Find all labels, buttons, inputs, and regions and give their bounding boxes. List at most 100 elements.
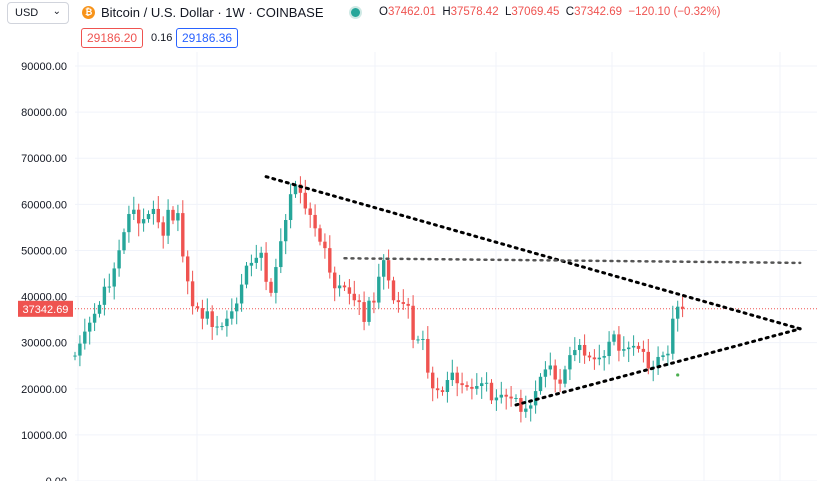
candle-body: [259, 252, 263, 258]
candle-body: [391, 280, 396, 301]
candle-body: [524, 408, 528, 412]
candle-body: [298, 184, 303, 193]
candle-body: [88, 322, 92, 332]
candle-body: [200, 308, 205, 319]
candle-body: [646, 351, 650, 369]
candle-body: [543, 369, 548, 377]
candle-body: [215, 326, 219, 328]
candle-body: [239, 284, 244, 304]
candle-body: [186, 256, 190, 282]
candle-body: [386, 260, 391, 281]
candle-body: [318, 228, 322, 242]
candle-body: [617, 334, 621, 351]
candle-body: [254, 257, 258, 263]
candle-body: [382, 260, 386, 277]
candle-body: [440, 390, 445, 393]
candle-body: [333, 272, 337, 289]
candle-body: [426, 338, 430, 373]
candle-body: [205, 311, 209, 319]
candle-body: [455, 372, 459, 384]
candle-body: [161, 222, 165, 236]
candle-body: [666, 353, 670, 356]
sell-button[interactable]: 29186.20: [81, 28, 144, 48]
candle-body: [171, 209, 175, 221]
candle-body: [122, 232, 126, 251]
candle-body: [475, 386, 479, 389]
y-tick-label: 20000.00: [21, 384, 67, 396]
buy-button[interactable]: 29186.36: [176, 28, 239, 48]
ohlc-legend: O37462.01 H37578.42 L37069.45 C37342.69 …: [379, 6, 721, 18]
currency-select[interactable]: USD ⌄: [7, 2, 69, 24]
candle-body: [328, 248, 332, 273]
candle-body: [337, 285, 342, 289]
candle-body: [107, 286, 111, 288]
candle-body: [548, 365, 552, 370]
candle-body: [137, 209, 141, 224]
candle-body: [499, 394, 503, 398]
candle-body: [538, 376, 543, 392]
candle-body: [396, 300, 401, 303]
candle-body: [553, 365, 557, 380]
candle-body: [141, 219, 146, 224]
y-tick-label: 80000.00: [21, 107, 67, 119]
candle-body: [607, 341, 611, 357]
candle-body: [421, 338, 425, 340]
candle-body: [435, 388, 440, 391]
candle-body: [230, 311, 234, 319]
candle-body: [465, 385, 469, 387]
candle-body: [166, 209, 170, 236]
candle-body: [102, 286, 107, 305]
candle-body: [494, 397, 499, 401]
candle-body: [612, 334, 616, 342]
candle-body: [636, 345, 641, 349]
candle-body: [83, 331, 87, 344]
candle-body: [460, 383, 464, 386]
candle-body: [195, 306, 200, 309]
candle-body: [308, 208, 312, 215]
y-tick-label: 40000.00: [21, 292, 67, 304]
market-open-icon: [351, 8, 360, 17]
candle-body: [225, 318, 229, 327]
candle-body: [656, 356, 660, 367]
candle-body: [127, 214, 131, 233]
last-price-badge: [18, 300, 73, 317]
candle-body: [489, 382, 494, 401]
candle-body: [622, 349, 626, 351]
candle-body: [249, 262, 254, 266]
symbol-title[interactable]: Bitcoin / U.S. Dollar · 1W · COINBASE: [101, 5, 324, 20]
y-tick-label: 50000.00: [21, 245, 67, 257]
candle-body: [151, 208, 156, 215]
candle-body: [597, 357, 601, 360]
descending-trendline: [264, 175, 802, 331]
candle-body: [372, 300, 376, 303]
candle-body: [377, 276, 381, 303]
candle-body: [190, 281, 195, 307]
candle-body: [509, 396, 513, 399]
candle-body: [484, 382, 489, 384]
candle-body: [342, 285, 347, 288]
y-tick-label: 70000.00: [21, 153, 67, 165]
y-tick-label: 10000.00: [21, 430, 67, 442]
resistance-line: [343, 257, 802, 265]
candle-body: [303, 192, 307, 209]
candle-body: [244, 265, 249, 285]
candle-body: [146, 214, 151, 220]
candle-body: [582, 344, 587, 356]
candle-body: [235, 303, 239, 312]
candle-body: [480, 383, 484, 387]
candle-body: [176, 213, 180, 221]
candle-body: [117, 250, 121, 269]
y-tick-label: 90000.00: [21, 61, 67, 73]
y-tick-label: 0.00: [46, 476, 67, 481]
candle-body: [416, 339, 420, 341]
candle-body: [573, 350, 577, 356]
candle-body: [676, 306, 680, 319]
candle-body: [284, 220, 288, 242]
candle-body: [563, 369, 567, 384]
candle-body: [680, 306, 685, 309]
candle-body: [661, 355, 665, 357]
candle-body: [352, 293, 356, 301]
candle-body: [269, 281, 273, 293]
ascending-trendline: [514, 327, 802, 407]
